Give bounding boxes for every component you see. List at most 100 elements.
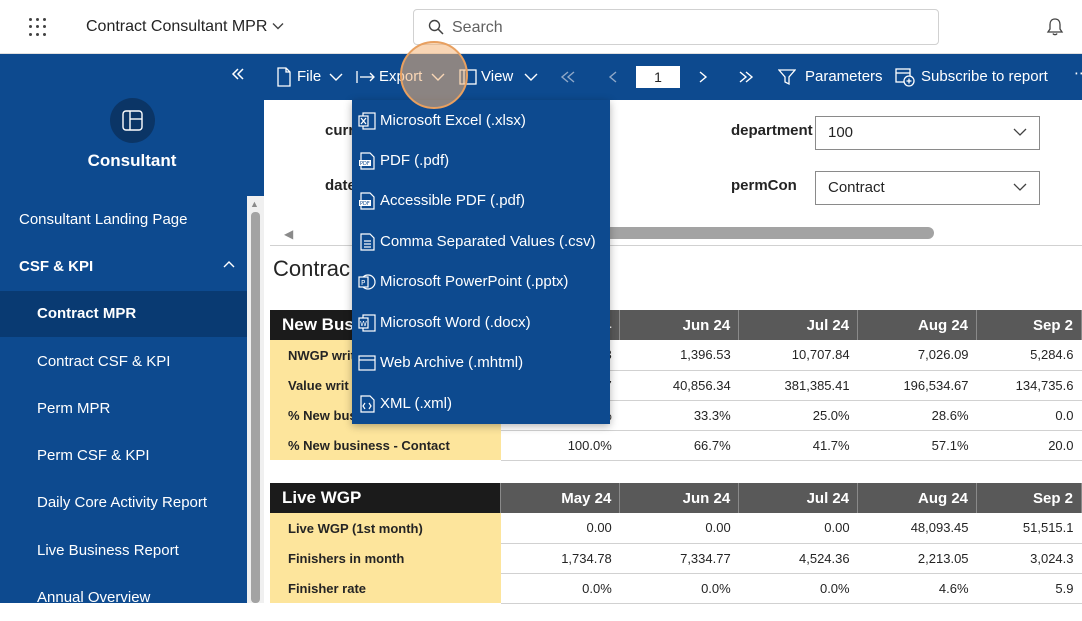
subscribe-icon[interactable] (895, 67, 915, 87)
table-cell: 100.0% (500, 430, 620, 461)
sidebar-item-consultant-landing-page[interactable]: Consultant Landing Page (0, 197, 247, 243)
chevron-down-icon[interactable] (524, 71, 538, 83)
scroll-up-icon[interactable]: ▲ (250, 199, 259, 209)
table-cell: 4.6% (857, 573, 977, 604)
table-cell: 381,385.41 (738, 370, 858, 401)
export-xml-item[interactable]: XML (.xml) (352, 384, 610, 424)
app-launcher-icon[interactable] (29, 18, 47, 36)
month-header: Sep 2 (976, 310, 1082, 340)
sidebar-item-annual-overview[interactable]: Annual Overview (0, 575, 247, 621)
filter-icon[interactable] (778, 68, 796, 86)
menu-item-label: Web Archive (.mhtml) (380, 354, 524, 371)
collapse-sidebar-icon[interactable] (231, 65, 245, 86)
table-cell: 5.9 (976, 573, 1082, 604)
sidebar-item-contract-mpr[interactable]: Contract MPR (0, 291, 247, 337)
previous-page-icon[interactable] (608, 71, 618, 83)
export-web-archive-item[interactable]: Web Archive (.mhtml) (352, 343, 610, 383)
month-header: Jul 24 (738, 310, 859, 340)
sidebar-item-label: Contract CSF & KPI (37, 353, 171, 370)
sidebar-scrollbar[interactable]: ▲ (247, 196, 264, 603)
param-label-date: date (325, 177, 356, 194)
export-icon[interactable] (356, 70, 376, 84)
department-value: 100 (828, 124, 854, 141)
export-word-item[interactable]: W Microsoft Word (.docx) (352, 303, 610, 343)
chevron-down-icon[interactable] (272, 20, 284, 35)
file-menu-button[interactable]: File (297, 68, 322, 85)
sidebar-item-label: Live Business Report (37, 542, 179, 559)
table-row: Live WGP (1st month) 0.00 0.00 0.00 48,0… (270, 513, 1082, 544)
menu-item-label: PDF (.pdf) (380, 152, 450, 169)
export-powerpoint-item[interactable]: P Microsoft PowerPoint (.pptx) (352, 262, 610, 302)
click-highlight (400, 41, 468, 109)
parameters-button[interactable]: Parameters (805, 68, 883, 85)
table-cell: 7,026.09 (857, 340, 977, 371)
powerpoint-icon: P (358, 274, 376, 290)
month-header: May 24 (500, 483, 621, 513)
next-page-icon[interactable] (698, 71, 708, 83)
row-label: % New business - Contact (270, 430, 501, 460)
export-pdf-item[interactable]: PDF PDF (.pdf) (352, 141, 610, 181)
subscribe-button[interactable]: Subscribe to report (921, 68, 1048, 85)
divider (270, 245, 1082, 246)
first-page-icon[interactable] (560, 71, 576, 83)
report-title: Contrac (273, 256, 351, 281)
chevron-up-icon (223, 244, 235, 290)
table-cell: 57.1% (857, 430, 977, 461)
param-label-department: department (731, 122, 813, 139)
view-menu-button[interactable]: View (481, 68, 514, 85)
sidebar-item-label: Daily Core Activity Report (37, 494, 208, 511)
table-cell: 66.7% (619, 430, 739, 461)
svg-text:PDF: PDF (360, 161, 370, 167)
permcon-value: Contract (828, 179, 885, 196)
param-label-permcon: permCon (731, 177, 797, 194)
sidebar-item-perm-csf-kpi[interactable]: Perm CSF & KPI (0, 433, 247, 479)
more-options-icon[interactable]: ⋯ (1074, 65, 1082, 82)
table-cell: 134,735.6 (976, 370, 1082, 401)
sidebar-item-label: CSF & KPI (19, 258, 94, 275)
app-title[interactable]: Contract Consultant MPR (86, 18, 268, 35)
sidebar-item-perm-mpr[interactable]: Perm MPR (0, 386, 247, 432)
horizontal-scrollbar-thumb[interactable] (604, 227, 934, 239)
search-input[interactable]: Search (413, 9, 939, 45)
table-cell: 48,093.45 (857, 513, 977, 544)
export-csv-item[interactable]: Comma Separated Values (.csv) (352, 222, 610, 262)
last-page-icon[interactable] (738, 71, 754, 83)
bell-icon[interactable] (1045, 17, 1065, 37)
param-label-curr: curr (325, 122, 355, 139)
sidebar-item-csf-kpi[interactable]: CSF & KPI (0, 244, 247, 290)
row-label: Live WGP (1st month) (270, 513, 501, 543)
chevron-down-icon[interactable] (329, 71, 343, 83)
menu-item-label: Microsoft PowerPoint (.pptx) (380, 273, 569, 290)
scroll-left-icon[interactable]: ◀ (284, 227, 294, 241)
sidebar-item-daily-core-activity-report[interactable]: Daily Core Activity Report (0, 480, 247, 526)
export-excel-item[interactable]: Microsoft Excel (.xlsx) (352, 101, 610, 141)
table-cell: 0.0% (738, 573, 858, 604)
table-row: Finisher rate 0.0% 0.0% 0.0% 4.6% 5.9 (270, 573, 1082, 604)
table-cell: 28.6% (857, 400, 977, 431)
search-placeholder: Search (452, 19, 503, 36)
sidebar-item-live-business-report[interactable]: Live Business Report (0, 528, 247, 574)
table-cell: 20.0 (976, 430, 1082, 461)
table-cell: 7,334.77 (619, 543, 739, 574)
table-header-row: Live WGP May 24 Jun 24 Jul 24 Aug 24 Sep… (270, 483, 1082, 513)
search-icon (428, 19, 444, 35)
table-cell: 2,213.05 (857, 543, 977, 574)
month-header: Jun 24 (619, 483, 740, 513)
export-accessible-pdf-item[interactable]: PDF Accessible PDF (.pdf) (352, 181, 610, 221)
row-label: Finisher rate (270, 573, 501, 603)
scrollbar-thumb[interactable] (251, 212, 260, 603)
department-select[interactable]: 100 (815, 116, 1040, 150)
permcon-select[interactable]: Contract (815, 171, 1040, 205)
section-header: Live WGP (270, 483, 502, 513)
month-header: Sep 2 (976, 483, 1082, 513)
table-cell: 0.00 (619, 513, 739, 544)
sidebar: Consultant Consultant Landing Page CSF &… (0, 54, 264, 606)
sidebar-item-contract-csf-kpi[interactable]: Contract CSF & KPI (0, 339, 247, 385)
csv-icon (360, 233, 375, 251)
file-icon[interactable] (276, 67, 292, 87)
month-header: Jun 24 (619, 310, 740, 340)
page-number-input[interactable]: 1 (636, 66, 680, 88)
brand-name: Consultant (87, 151, 177, 170)
sidebar-item-label: Perm MPR (37, 400, 111, 417)
svg-text:P: P (361, 279, 365, 287)
